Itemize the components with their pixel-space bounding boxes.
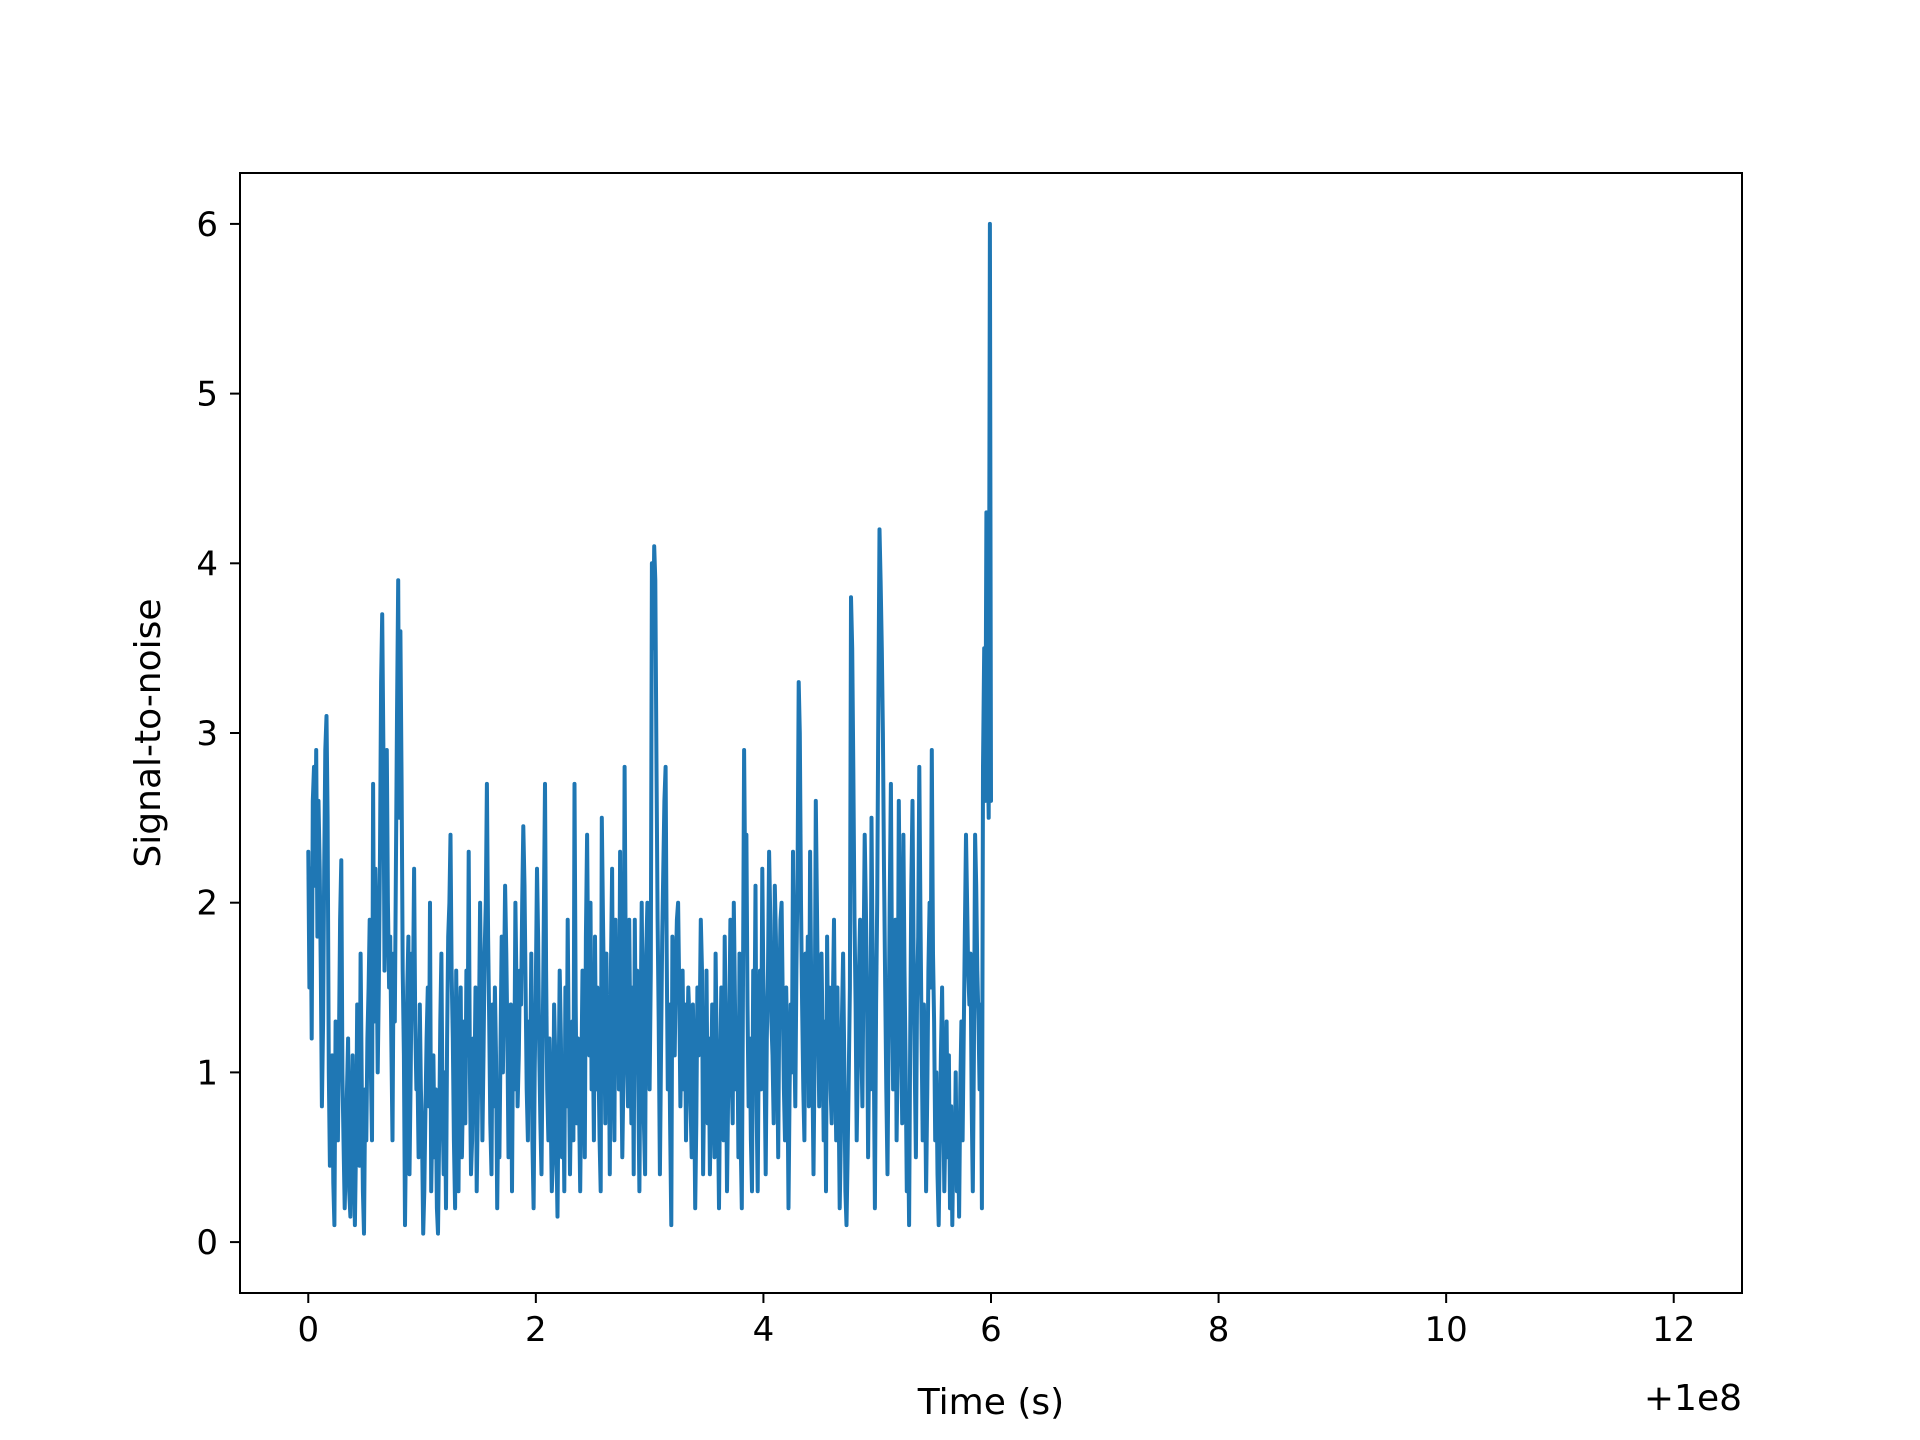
x-axis-ticks: 0 2 4 6 8 10 12 xyxy=(297,1293,1695,1350)
x-tick-label: 4 xyxy=(753,1310,775,1350)
x-tick-label: 0 xyxy=(297,1310,319,1350)
y-axis-label: Signal-to-noise xyxy=(128,598,169,867)
snr-series-line xyxy=(306,221,993,1236)
x-axis-label: Time (s) xyxy=(917,1382,1064,1423)
y-tick-label: 5 xyxy=(196,375,218,415)
x-tick-label: 10 xyxy=(1425,1310,1468,1350)
y-tick-label: 0 xyxy=(196,1223,218,1263)
y-tick-label: 3 xyxy=(196,714,218,754)
y-axis-ticks: 0 1 2 3 4 5 6 xyxy=(196,205,240,1263)
x-tick-label: 12 xyxy=(1652,1310,1695,1350)
y-tick-label: 6 xyxy=(196,205,218,245)
x-offset-label: +1e8 xyxy=(1644,1378,1742,1419)
y-tick-label: 4 xyxy=(196,544,218,584)
x-tick-label: 6 xyxy=(980,1310,1002,1350)
y-tick-label: 1 xyxy=(196,1053,218,1093)
y-tick-label: 2 xyxy=(196,884,218,924)
x-tick-label: 2 xyxy=(525,1310,547,1350)
x-tick-label: 8 xyxy=(1208,1310,1230,1350)
